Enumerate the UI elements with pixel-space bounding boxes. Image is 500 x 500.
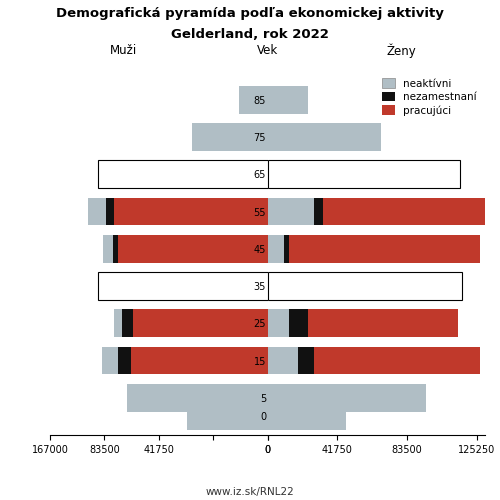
Bar <box>118 346 130 374</box>
Bar <box>192 123 268 151</box>
Bar <box>314 346 480 374</box>
Legend: neaktívni, nezamestnaní, pracujúci: neaktívni, nezamestnaní, pracujúci <box>379 75 480 118</box>
Bar <box>114 198 268 226</box>
Text: Gelderland, rok 2022: Gelderland, rok 2022 <box>171 28 329 40</box>
Bar <box>268 160 460 188</box>
Bar <box>268 384 426 411</box>
Bar <box>308 310 458 337</box>
Text: Demografická pyramída podľa ekonomickej aktivity: Demografická pyramída podľa ekonomickej … <box>56 8 444 20</box>
Bar <box>268 123 382 151</box>
Bar <box>187 402 268 430</box>
Bar <box>268 402 346 430</box>
Text: Muži: Muži <box>110 44 138 58</box>
Bar <box>314 198 322 226</box>
Bar <box>239 86 268 114</box>
Bar <box>322 198 495 226</box>
Bar <box>127 384 268 411</box>
Bar <box>98 272 268 300</box>
Bar <box>268 346 298 374</box>
Bar <box>104 235 112 262</box>
Bar <box>284 235 289 262</box>
Bar <box>130 346 268 374</box>
Text: www.iz.sk/RNL22: www.iz.sk/RNL22 <box>206 488 294 498</box>
Bar <box>134 310 268 337</box>
Bar <box>268 310 289 337</box>
Bar <box>102 346 118 374</box>
Bar <box>98 160 268 188</box>
Bar <box>289 310 308 337</box>
Bar <box>268 235 284 262</box>
Text: Vek: Vek <box>257 44 278 58</box>
Bar <box>289 235 480 262</box>
Bar <box>268 272 462 300</box>
Bar <box>268 198 314 226</box>
Bar <box>298 346 314 374</box>
Bar <box>114 310 122 337</box>
Bar <box>118 235 268 262</box>
Bar <box>268 86 308 114</box>
Bar <box>112 235 117 262</box>
Bar <box>122 310 134 337</box>
Bar <box>106 198 114 226</box>
Bar <box>88 198 106 226</box>
Text: Ženy: Ženy <box>386 43 416 58</box>
